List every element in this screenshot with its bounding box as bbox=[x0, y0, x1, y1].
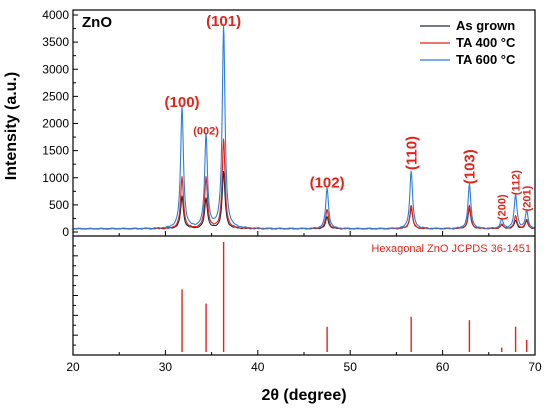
peak-label: (200) bbox=[497, 194, 509, 220]
y-tick-label: 3000 bbox=[42, 62, 69, 76]
reference-panel: Hexagonal ZnO JCPDS 36-1451 bbox=[181, 242, 531, 352]
x-tick-label: 50 bbox=[344, 360, 358, 374]
peak-label: (201) bbox=[522, 185, 534, 211]
legend-label: TA 600 °C bbox=[456, 52, 516, 67]
peak-label: (101) bbox=[206, 13, 241, 30]
peak-label: (110) bbox=[403, 136, 420, 170]
y-tick-label: 0 bbox=[62, 225, 69, 239]
y-tick-label: 3500 bbox=[42, 35, 69, 49]
y-tick-label: 2500 bbox=[42, 89, 69, 103]
reference-label: Hexagonal ZnO JCPDS 36-1451 bbox=[371, 243, 531, 255]
legend: As grown TA 400 °C TA 600 °C bbox=[420, 18, 516, 67]
y-tick-label: 1500 bbox=[42, 144, 69, 158]
peak-label: (103) bbox=[462, 149, 479, 184]
peak-label: (102) bbox=[310, 175, 345, 192]
sample-label: ZnO bbox=[82, 14, 112, 31]
x-tick-label: 70 bbox=[528, 360, 542, 374]
x-tick-label: 40 bbox=[251, 360, 265, 374]
y-tick-label: 2000 bbox=[42, 117, 69, 131]
x-tick-label: 20 bbox=[66, 360, 80, 374]
peak-label: (002) bbox=[193, 125, 219, 137]
series-line-ta-600-c bbox=[72, 25, 536, 230]
y-tick-label: 4000 bbox=[42, 8, 69, 22]
y-axis-title: Intensity (a.u.) bbox=[3, 72, 20, 180]
legend-label: As grown bbox=[456, 18, 515, 33]
x-axis-title: 2θ (degree) bbox=[261, 387, 346, 404]
x-tick-label: 30 bbox=[159, 360, 173, 374]
peak-label: (112) bbox=[510, 170, 522, 195]
peak-label: (100) bbox=[165, 94, 200, 111]
x-tick-label: 60 bbox=[436, 360, 450, 374]
legend-label: TA 400 °C bbox=[456, 35, 516, 50]
y-tick-label: 1000 bbox=[42, 171, 69, 185]
series-group bbox=[72, 25, 536, 230]
y-tick-label: 500 bbox=[49, 198, 69, 212]
